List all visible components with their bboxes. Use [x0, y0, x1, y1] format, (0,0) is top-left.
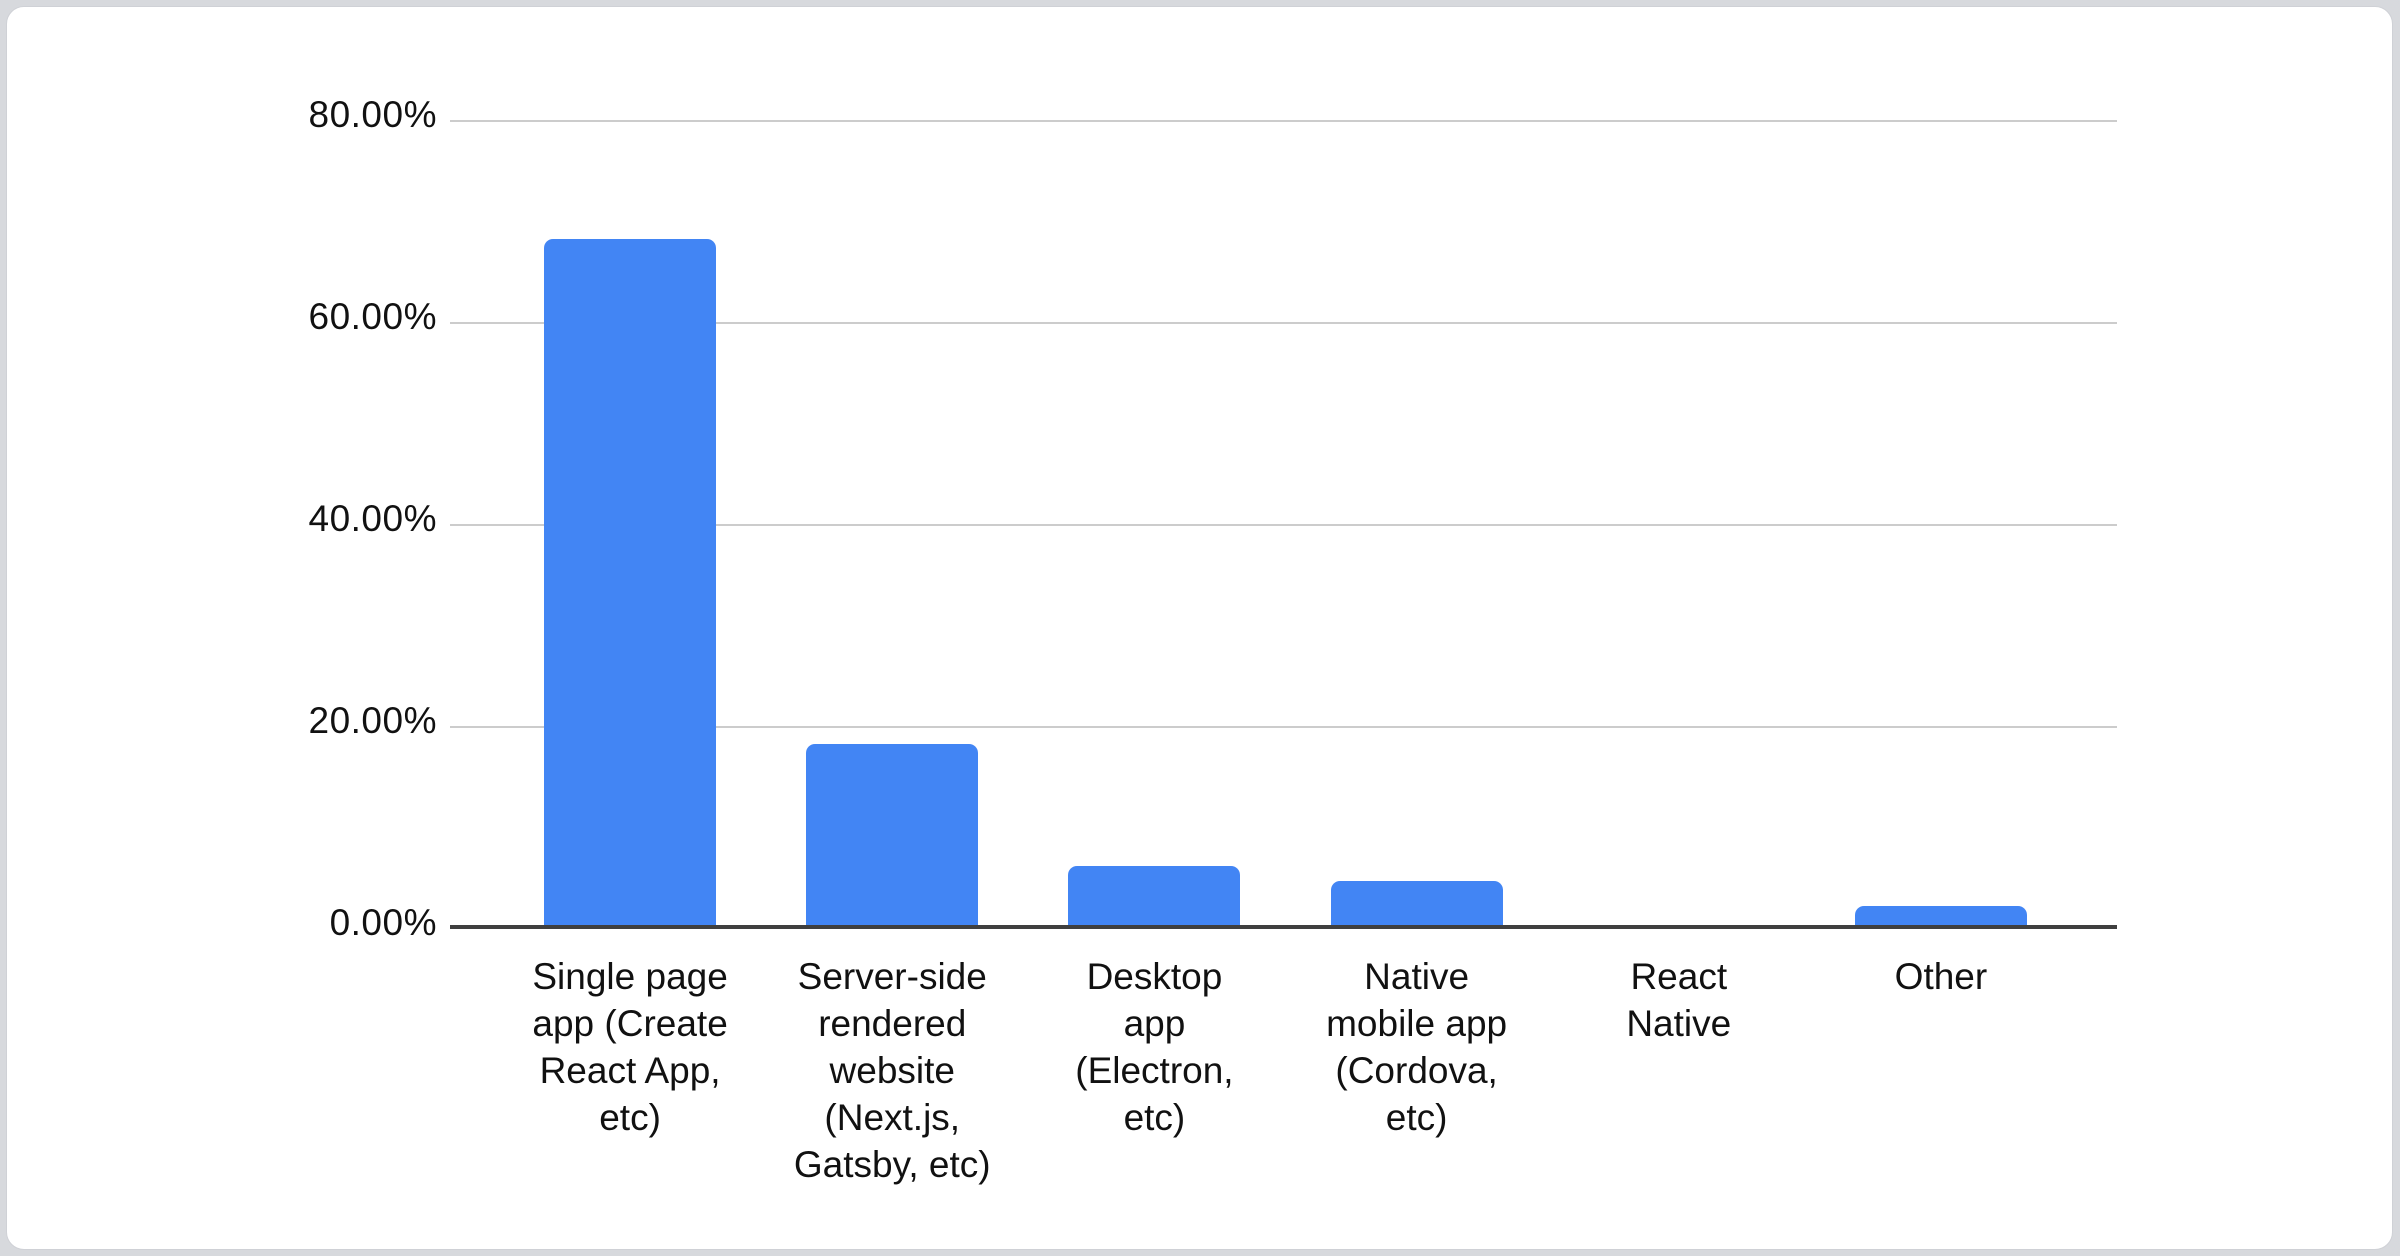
bar-slot [1023, 120, 1285, 929]
x-label-single-page-app: Single page app (Create React App, etc) [532, 956, 728, 1138]
y-tick-label-80: 80.00% [308, 94, 437, 135]
bar-chart: 80.00% 60.00% 40.00% 20.00% 0.00% [7, 7, 2392, 1249]
gridline-40-percent [450, 524, 2117, 526]
x-label-react-native: React Native [1626, 956, 1732, 1044]
x-label-server-side-rendered: Server-side rendered website (Next.js, G… [793, 956, 991, 1185]
x-label-other: Other [1894, 956, 1988, 997]
gridline-60-percent [450, 322, 2117, 324]
y-tick-label-20: 20.00% [308, 700, 437, 741]
bar-native-mobile-app [1330, 881, 1503, 929]
x-axis-labels: Single page app (Create React App, etc) … [499, 953, 2072, 1188]
bar-slot [499, 120, 761, 929]
gridline-80-percent [450, 120, 2117, 122]
y-tick-label-60: 60.00% [308, 296, 437, 337]
bar-desktop-app [1068, 866, 1241, 929]
chart-card: 80.00% 60.00% 40.00% 20.00% 0.00% [6, 6, 2393, 1250]
y-tick-label-40: 40.00% [308, 498, 437, 539]
bars-row [499, 120, 2072, 929]
bar-slot [761, 120, 1023, 929]
bar-server-side-rendered [806, 743, 979, 929]
y-tick-label-0: 0.00% [329, 902, 437, 943]
x-label-desktop-app: Desktop app (Electron, etc) [1075, 956, 1234, 1138]
gridline-20-percent [450, 726, 2117, 728]
bar-single-page-app [544, 239, 717, 929]
plot-area [450, 120, 2117, 929]
bar-slot [1810, 120, 2072, 929]
x-axis-line [450, 925, 2117, 929]
bar-slot [1548, 120, 1810, 929]
bar-slot [1286, 120, 1548, 929]
x-label-native-mobile-app: Native mobile app (Cordova, etc) [1326, 956, 1508, 1138]
bar-other [1854, 905, 2027, 929]
